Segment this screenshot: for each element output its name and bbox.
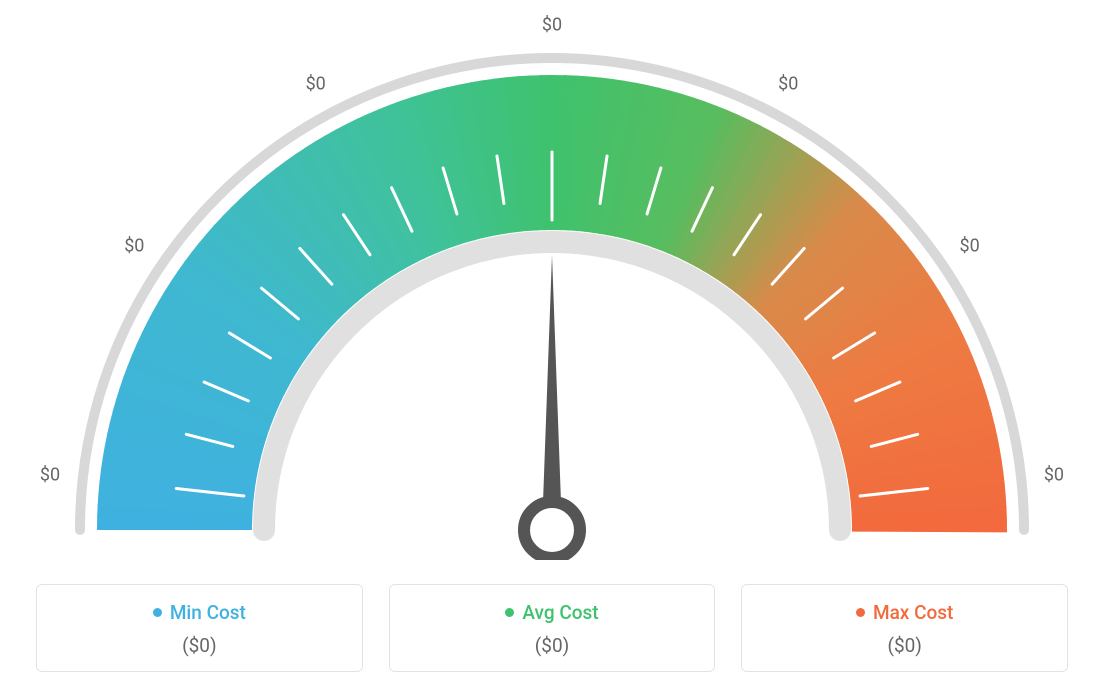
legend-value: ($0) (400, 634, 705, 657)
gauge-area: $0 $0 $0 $0 $0 $0 $0 (0, 0, 1104, 560)
legend-value: ($0) (47, 634, 352, 657)
cost-gauge-widget: $0 $0 $0 $0 $0 $0 $0 Min Cost ($0) Avg Cost ($… (0, 0, 1104, 690)
legend-title-max: Max Cost (856, 601, 953, 624)
dot-icon (505, 608, 514, 617)
dot-icon (856, 608, 865, 617)
legend-title-min: Min Cost (153, 601, 246, 624)
legend-card-avg: Avg Cost ($0) (389, 584, 716, 672)
legend-label: Min Cost (170, 601, 246, 624)
legend-value: ($0) (752, 634, 1057, 657)
gauge-tick-label: $0 (40, 464, 60, 485)
legend-card-max: Max Cost ($0) (741, 584, 1068, 672)
gauge-tick-label: $0 (778, 73, 798, 94)
gauge-tick-label: $0 (1044, 464, 1064, 485)
gauge-tick-label: $0 (960, 236, 980, 257)
legend-label: Max Cost (873, 601, 953, 624)
dot-icon (153, 608, 162, 617)
legend-row: Min Cost ($0) Avg Cost ($0) Max Cost ($0… (36, 584, 1068, 672)
legend-title-avg: Avg Cost (505, 601, 598, 624)
gauge-tick-label: $0 (306, 73, 326, 94)
gauge-svg (0, 0, 1104, 560)
legend-label: Avg Cost (522, 601, 598, 624)
gauge-tick-label: $0 (124, 236, 144, 257)
legend-card-min: Min Cost ($0) (36, 584, 363, 672)
gauge-tick-label: $0 (542, 15, 562, 36)
